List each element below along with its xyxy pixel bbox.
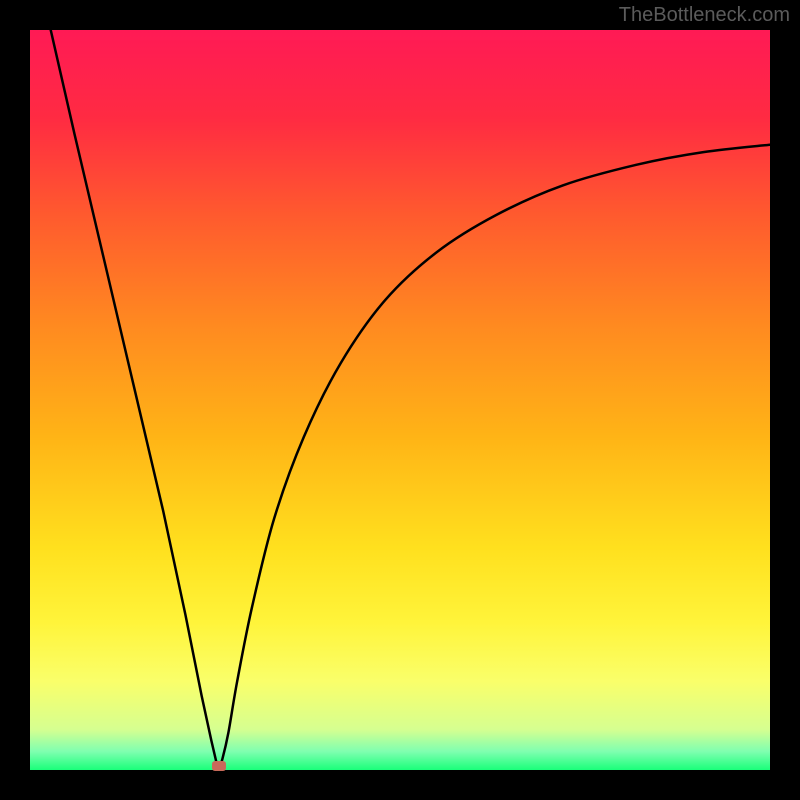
watermark-text: TheBottleneck.com	[619, 4, 790, 27]
plot-area	[30, 30, 770, 770]
curve-layer	[30, 30, 770, 770]
bottleneck-curve	[51, 30, 770, 769]
minimum-marker	[212, 761, 226, 771]
